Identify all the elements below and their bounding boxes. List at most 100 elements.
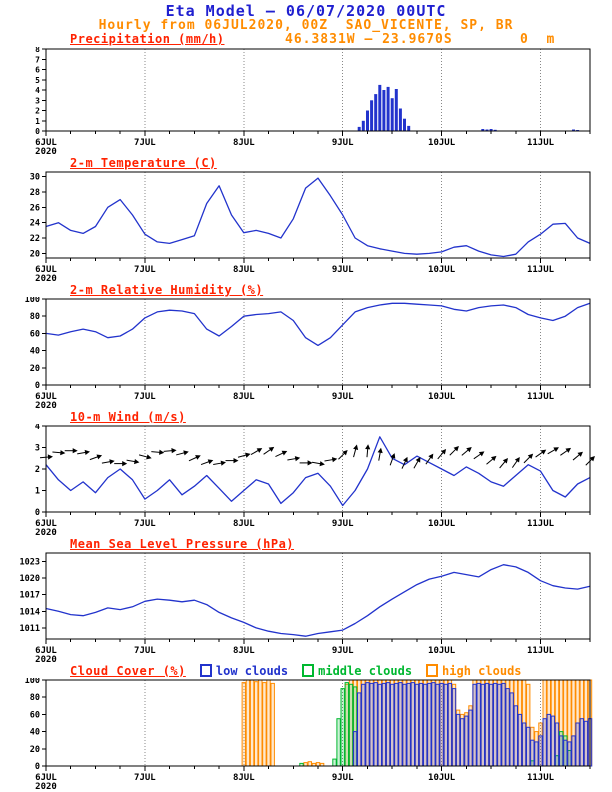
svg-text:5: 5 [35,76,40,85]
svg-text:11JUL: 11JUL [527,138,555,148]
svg-text:11JUL: 11JUL [527,519,555,529]
svg-text:9JUL: 9JUL [332,265,354,275]
humidity-chart: 0 20 40 60 80 100 6JUL2020 7JUL 8JUL 9JUL 10JUL 11J… [25,297,591,409]
high-clouds-label: high clouds [442,663,522,678]
svg-text:28: 28 [30,188,40,198]
svg-text:8JUL: 8JUL [233,138,255,148]
svg-text:4: 4 [35,424,40,432]
svg-text:9JUL: 9JUL [332,773,354,783]
middle-clouds-legend: middle clouds [302,664,412,678]
middle-clouds-swatch-icon [302,664,315,677]
svg-text:1: 1 [35,487,40,497]
station-coordinates: 46.3831W – 23.9670S [285,32,453,47]
svg-text:20: 20 [30,364,40,374]
svg-text:7JUL: 7JUL [134,265,156,275]
svg-text:9JUL: 9JUL [332,646,354,656]
svg-text:1023: 1023 [20,557,40,567]
svg-text:3: 3 [35,444,40,454]
svg-text:0: 0 [35,381,40,391]
svg-text:8JUL: 8JUL [233,265,255,275]
svg-text:20: 20 [30,249,40,259]
svg-text:7JUL: 7JUL [134,519,156,529]
low-clouds-label: low clouds [215,663,289,678]
temperature-chart: 20 22 24 26 28 30 6JUL2020 7JUL 8JUL 9JUL 10JUL 11J… [30,171,591,282]
svg-text:22: 22 [30,234,40,244]
svg-text:8: 8 [35,47,40,54]
svg-text:1014: 1014 [20,607,40,617]
pressure-chart: 1011 1014 1017 1020 1023 6JUL2020 7JUL 8JUL 9JUL… [20,552,591,663]
cloud-cover-chart: 0 20 40 60 80 100 6JUL2020 7JUL 8JUL 9JUL 10JUL 11J… [25,678,593,790]
svg-text:60: 60 [30,710,40,720]
svg-text:2: 2 [35,107,40,116]
svg-text:7JUL: 7JUL [134,646,156,656]
wind-chart: 0 1 2 3 4 6JUL2020 7JUL 8JUL 9JUL 10JUL 11JUL [35,424,595,536]
svg-text:6JUL: 6JUL [35,646,57,656]
panel-title-precipitation: Precipitation (mm/h) [70,32,225,46]
page-title: Eta Model – 06/07/2020 00UTC [165,2,447,20]
low-clouds-legend: low clouds [199,663,289,678]
panel-title-cloud-cover: Cloud Cover (%) [70,663,186,678]
svg-text:11JUL: 11JUL [527,773,555,783]
svg-text:26: 26 [30,203,40,213]
pressure-title-row: Mean Sea Level Pressure (hPa) [70,536,612,551]
svg-text:40: 40 [30,728,40,738]
svg-text:7JUL: 7JUL [134,138,156,148]
panel-title-pressure: Mean Sea Level Pressure (hPa) [70,536,295,551]
svg-text:8JUL: 8JUL [233,646,255,656]
svg-text:9JUL: 9JUL [332,138,354,148]
station-elevation: 0 m [520,32,556,47]
svg-text:8JUL: 8JUL [233,773,255,783]
svg-text:80: 80 [30,312,40,322]
svg-text:7: 7 [35,55,40,64]
svg-text:11JUL: 11JUL [527,392,555,402]
cloud-legend-row: Cloud Cover (%) low clouds middle clouds… [70,663,612,678]
svg-text:6JUL: 6JUL [35,773,57,783]
svg-text:0: 0 [35,508,40,518]
svg-text:8JUL: 8JUL [233,392,255,402]
svg-text:10JUL: 10JUL [428,519,456,529]
svg-text:2020: 2020 [35,274,57,282]
temperature-title-row: 2-m Temperature (C) [70,155,612,170]
svg-text:0: 0 [35,127,40,136]
svg-text:3: 3 [35,96,40,105]
svg-text:2020: 2020 [35,528,57,536]
svg-text:4: 4 [35,86,40,95]
svg-text:10JUL: 10JUL [428,392,456,402]
low-clouds-swatch-icon [199,664,212,677]
svg-text:20: 20 [30,745,40,755]
svg-text:0: 0 [35,762,40,772]
page-subtitle: Hourly from 06JUL2020, 00Z SAO_VICENTE, … [98,18,514,33]
svg-text:10JUL: 10JUL [428,773,456,783]
svg-text:1: 1 [35,117,40,126]
svg-text:1017: 1017 [20,591,40,601]
svg-text:6JUL: 6JUL [35,138,57,148]
svg-text:2020: 2020 [35,782,57,790]
svg-text:100: 100 [25,297,40,305]
middle-clouds-label: middle clouds [318,663,413,678]
svg-text:7JUL: 7JUL [134,392,156,402]
svg-text:6JUL: 6JUL [35,519,57,529]
svg-text:60: 60 [30,329,40,339]
svg-text:24: 24 [30,219,40,229]
header-row-3: Precipitation (mm/h) 46.3831W – 23.9670S… [0,32,612,47]
svg-text:8JUL: 8JUL [233,519,255,529]
wind-title-row: 10-m Wind (m/s) [70,409,612,424]
panel-title-wind: 10-m Wind (m/s) [70,409,186,424]
svg-text:40: 40 [30,347,40,357]
panel-title-humidity: 2-m Relative Humidity (%) [70,282,264,297]
svg-text:100: 100 [25,678,40,686]
panel-title-temperature: 2-m Temperature (C) [70,155,217,170]
svg-text:9JUL: 9JUL [332,392,354,402]
svg-text:1020: 1020 [20,574,40,584]
svg-text:2020: 2020 [35,655,57,663]
svg-text:6: 6 [35,66,40,75]
svg-text:2020: 2020 [35,401,57,409]
svg-text:7JUL: 7JUL [134,773,156,783]
svg-text:11JUL: 11JUL [527,646,555,656]
svg-text:11JUL: 11JUL [527,265,555,275]
svg-text:6JUL: 6JUL [35,265,57,275]
svg-text:2020: 2020 [35,147,57,155]
svg-text:9JUL: 9JUL [332,519,354,529]
